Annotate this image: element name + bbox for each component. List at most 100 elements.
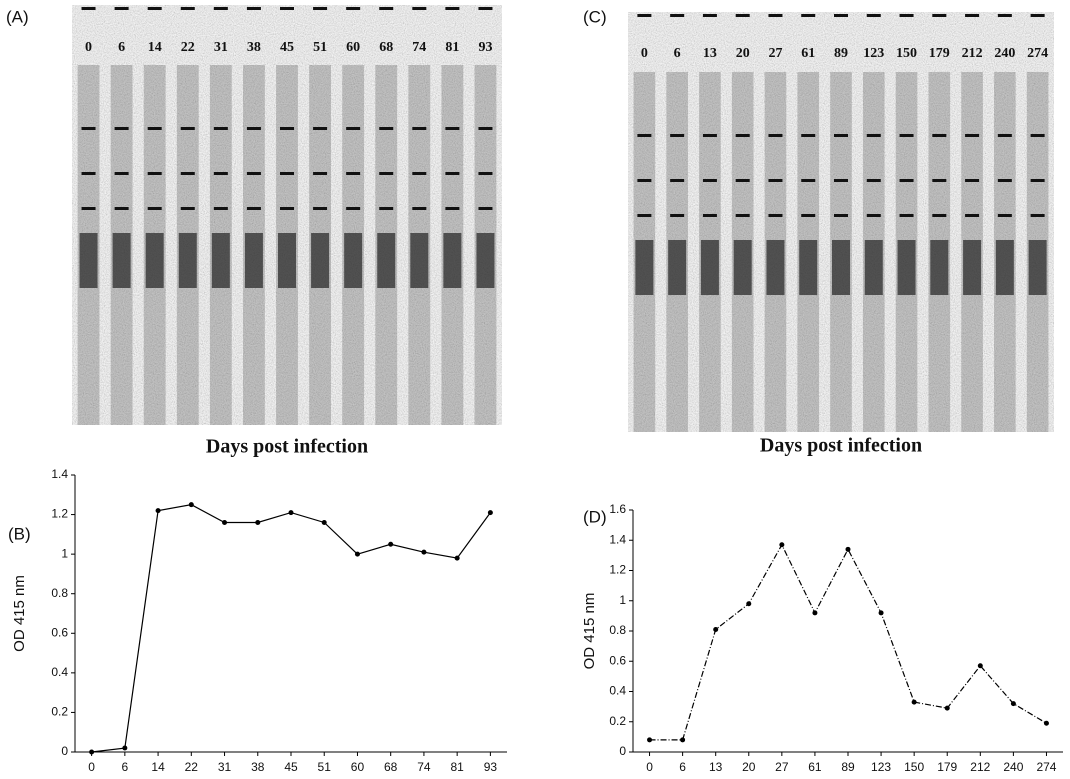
blot-band (735, 214, 750, 217)
blot-band (1030, 134, 1045, 137)
y-tick-label: 0.4 (609, 684, 626, 698)
blot-band (932, 214, 947, 217)
blot-block (963, 240, 982, 295)
blot-band (346, 7, 361, 10)
lane-label: 240 (994, 46, 1015, 61)
blot-band (1030, 214, 1045, 217)
blot-band (346, 172, 361, 175)
blot-band (801, 134, 816, 137)
lane-label: 93 (478, 40, 492, 55)
blot-band (114, 172, 129, 175)
blot-block (244, 233, 263, 288)
blot-band (346, 207, 361, 210)
x-tick-label: 13 (709, 760, 723, 774)
point (388, 541, 394, 547)
lane-label: 31 (214, 40, 228, 55)
point (1010, 701, 1016, 707)
blot-image (72, 5, 502, 425)
blot-band (801, 214, 816, 217)
blot-band (735, 179, 750, 182)
point (454, 555, 460, 561)
blot-block (443, 233, 462, 288)
blot-band (412, 172, 427, 175)
blot-band (801, 179, 816, 182)
panel-label: (A) (6, 7, 29, 26)
point (354, 551, 360, 557)
blot-band (412, 207, 427, 210)
blot-band (213, 127, 228, 130)
x-tick-label: 240 (1003, 760, 1023, 774)
x-tick-label: 61 (808, 760, 822, 774)
panel-label: (C) (583, 7, 607, 26)
blot-band (114, 127, 129, 130)
blot-band (478, 207, 493, 210)
blot-block (635, 240, 654, 295)
y-tick-label: 0.8 (609, 623, 626, 637)
lane-label: 22 (181, 40, 195, 55)
point (255, 519, 261, 525)
lane-label: 38 (247, 40, 261, 55)
blot-band (246, 7, 261, 10)
point (122, 745, 128, 751)
blot-band (997, 14, 1012, 17)
point (1043, 720, 1049, 726)
lane-label: 274 (1027, 46, 1048, 61)
x-tick-label: 6 (679, 760, 686, 774)
blot-band (213, 7, 228, 10)
blot-band (965, 214, 980, 217)
blot-band (899, 14, 914, 17)
blot-band (866, 14, 881, 17)
point (222, 519, 228, 525)
blot-block (700, 240, 719, 295)
blot-block (278, 233, 296, 288)
blot-band (768, 214, 783, 217)
blot-image (628, 12, 1054, 432)
blot-band (213, 207, 228, 210)
lane-label: 81 (445, 40, 459, 55)
blot-band (81, 127, 96, 130)
blot-band (478, 172, 493, 175)
lane-label: 0 (641, 46, 648, 61)
blot-band (702, 134, 717, 137)
blot-band (768, 14, 783, 17)
x-tick-label: 150 (904, 760, 924, 774)
blot-block (112, 233, 131, 288)
y-tick-label: 0.2 (609, 714, 626, 728)
blot-block (930, 240, 949, 295)
blot-band (412, 127, 427, 130)
blot-band (114, 7, 129, 10)
y-tick-label: 1.2 (609, 563, 626, 577)
blot-band (246, 127, 261, 130)
x-tick-label: 22 (185, 760, 199, 774)
blot-block (79, 233, 98, 288)
blot-block (145, 233, 164, 288)
blot-block (1028, 240, 1047, 295)
point (911, 699, 917, 705)
blot-block (897, 240, 916, 295)
lane-label: 74 (412, 40, 426, 55)
blot-band (866, 214, 881, 217)
blot-band (997, 179, 1012, 182)
blot-block (799, 240, 818, 295)
blot-caption: Days post infection (206, 436, 368, 458)
blot-band (834, 179, 848, 182)
point (155, 508, 161, 514)
blot-band (637, 134, 652, 137)
blot-band (81, 207, 96, 210)
lane-label: 60 (346, 40, 360, 55)
blot-band (997, 134, 1012, 137)
blot-band (379, 207, 394, 210)
y-tick-label: 0.6 (609, 653, 626, 667)
blot-band (932, 14, 947, 17)
point (680, 737, 686, 743)
x-tick-label: 31 (218, 760, 232, 774)
point (878, 610, 884, 616)
x-tick-label: 0 (646, 760, 653, 774)
blot-band (313, 7, 328, 10)
line (649, 543, 1047, 741)
blot-band (702, 14, 717, 17)
lane-label: 0 (85, 40, 92, 55)
point (89, 749, 95, 755)
y-tick-label: 1.4 (51, 467, 68, 481)
